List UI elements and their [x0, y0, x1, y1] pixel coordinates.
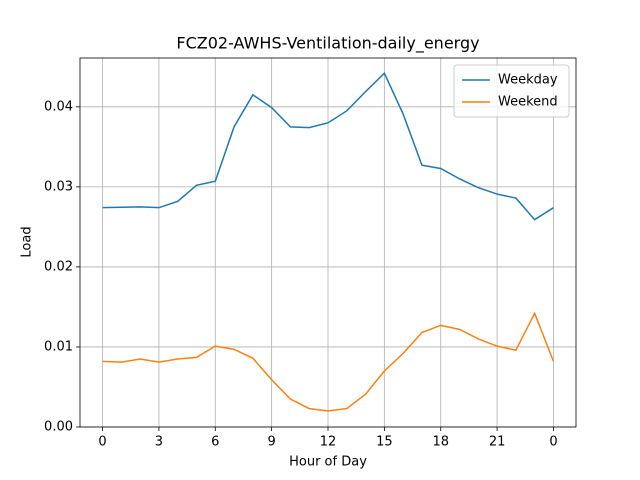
line	[102, 71, 554, 221]
x-tick-label: 12	[320, 435, 337, 450]
plot-frame	[79, 57, 577, 428]
x-axis-label: Hour of Day	[289, 455, 367, 470]
y-tick-label: 0.03	[44, 179, 73, 194]
x-tick-label: 0	[98, 435, 106, 450]
y-axis-label: Load	[20, 226, 35, 257]
chart-title: FCZ02-AWHS-Ventilation-daily_energy	[176, 34, 479, 54]
x-tick-label: 0	[549, 435, 557, 450]
y-tick-label: 0.01	[44, 339, 73, 354]
y-tick-label: 0.04	[44, 99, 73, 114]
y-tick-label: 0.00	[44, 420, 73, 435]
x-tick-label: 21	[489, 435, 506, 450]
line	[102, 311, 555, 412]
x-tick-label: 15	[376, 435, 393, 450]
x-tick-label: 3	[155, 435, 163, 450]
x-tick-label: 6	[211, 435, 219, 450]
legend-label: Weekend	[498, 95, 558, 110]
x-tick-label: 18	[432, 435, 449, 450]
legend-box	[453, 64, 570, 118]
legend-label: Weekday	[498, 73, 558, 88]
x-tick-label: 9	[267, 435, 275, 450]
y-tick-label: 0.02	[44, 259, 73, 274]
